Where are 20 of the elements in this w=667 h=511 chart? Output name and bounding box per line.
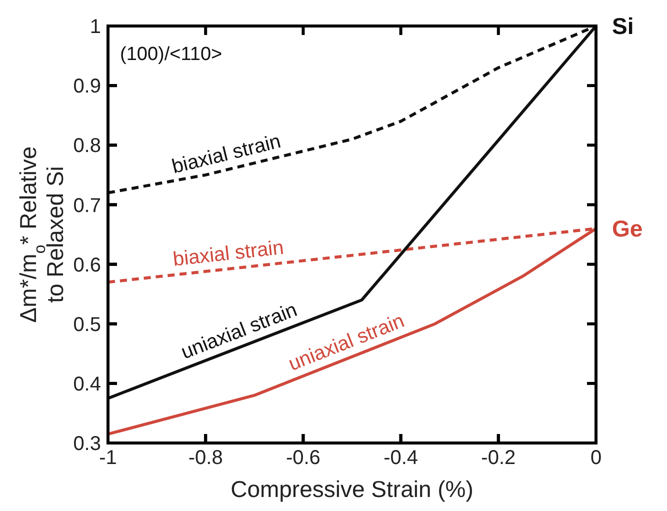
x-tick-label: 0: [590, 447, 602, 470]
x-axis-title: Compressive Strain (%): [230, 476, 474, 502]
y-tick-label: 0.5: [73, 314, 101, 336]
annotation: (100)/<110>: [120, 44, 222, 65]
y-tick-label: 0.8: [73, 135, 101, 158]
y-tick-label: 0.4: [73, 374, 101, 396]
text: biaxial strain: [172, 236, 285, 271]
y-tick-label: 0.7: [73, 194, 101, 217]
annotation: Ge: [612, 216, 643, 242]
x-tick-label: -1: [99, 447, 117, 470]
annotation: Si: [612, 13, 634, 39]
x-tick-label: -0.8: [188, 447, 223, 470]
x-tick-label: -0.6: [286, 447, 320, 470]
y-tick-label: 0.3: [73, 433, 101, 456]
y-tick-label: 1: [90, 16, 101, 38]
x-tick-label: -0.4: [384, 447, 418, 470]
y-tick-label: 0.6: [73, 254, 101, 276]
y-tick-label: 0.9: [73, 76, 101, 98]
x-tick-label: -0.2: [481, 447, 516, 470]
text: biaxial strain: [170, 130, 284, 178]
